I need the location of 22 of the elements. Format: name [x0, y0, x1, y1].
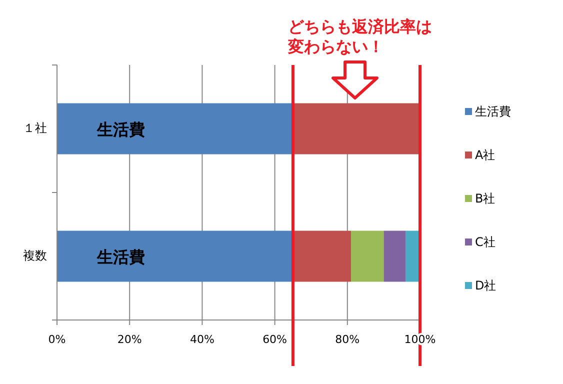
annotation: 生活費 — [96, 247, 145, 266]
x-tick-label: 0% — [48, 333, 66, 346]
y-tick-label: １社 — [23, 121, 47, 136]
bar — [405, 230, 420, 282]
legend-label: 生活費 — [475, 104, 511, 118]
x-tick-label: 20% — [117, 333, 142, 346]
legend-label: C社 — [475, 234, 496, 249]
bar — [292, 103, 420, 154]
x-tick-label: 80% — [335, 333, 360, 346]
annotation: 生活費 — [96, 120, 145, 139]
bar — [384, 230, 406, 282]
legend-label: A社 — [475, 148, 496, 162]
y-tick-label: 複数 — [23, 248, 47, 263]
bar — [57, 103, 293, 154]
x-tick-label: 40% — [190, 333, 214, 346]
legend-label: D社 — [475, 278, 496, 292]
bar — [351, 230, 384, 282]
legend-label: B社 — [475, 191, 496, 206]
bar — [292, 230, 352, 282]
bar — [57, 230, 293, 282]
text: どちらも返済比率は変わらない！ — [287, 17, 432, 56]
x-tick-label: 60% — [262, 333, 288, 346]
